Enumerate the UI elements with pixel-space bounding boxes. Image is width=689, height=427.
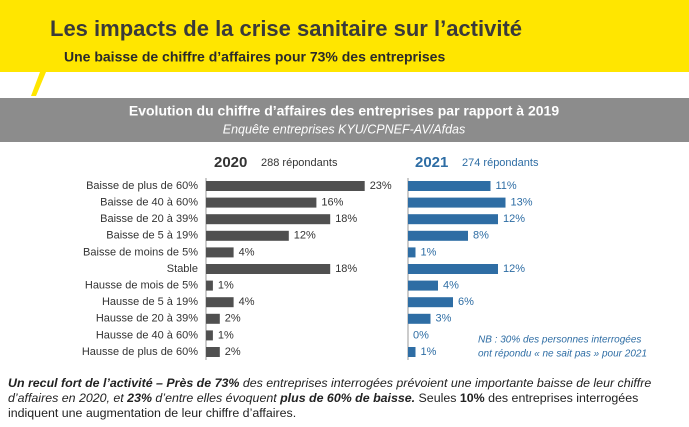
value-label: 4% (239, 296, 255, 308)
bar (206, 197, 317, 208)
value-label: 4% (443, 280, 459, 292)
bar (408, 264, 498, 274)
text: 23% (127, 391, 152, 405)
value-label: 2% (225, 313, 241, 325)
category-label: Hausse de plus de 60% (82, 346, 198, 358)
subtitle: Une baisse de chiffre d’affaires pour 73… (64, 49, 445, 65)
bar (206, 297, 234, 308)
value-label: 1% (218, 329, 234, 341)
bar (206, 181, 365, 191)
banner (0, 98, 689, 142)
category-label: Baisse de plus de 60% (86, 180, 198, 192)
bar (408, 214, 498, 225)
bar (408, 313, 431, 324)
value-label: 11% (496, 180, 517, 192)
bar (408, 297, 453, 308)
bar (408, 181, 491, 191)
chart-title: 2021 (415, 154, 448, 171)
note: NB : 30% des personnes interrogées (478, 335, 641, 346)
value-label: 6% (458, 296, 474, 308)
header-band (0, 0, 689, 72)
value-label: 18% (335, 263, 357, 275)
text: Un recul fort de l’activité – Près de 73… (8, 376, 240, 390)
banner-title: Evolution du chiffre d’affaires des entr… (129, 103, 559, 119)
value-label: 12% (503, 263, 525, 275)
bar (408, 247, 416, 258)
value-label: 18% (335, 213, 357, 225)
text: plus de 60% de baisse. (280, 391, 416, 405)
value-label: 1% (421, 246, 437, 258)
category-label: Hausse de 5 à 19% (102, 296, 198, 308)
category-label: Baisse de 20 à 39% (100, 213, 198, 225)
text: des entreprises interrogées indiquent un… (8, 391, 639, 420)
value-label: 12% (503, 213, 525, 225)
category-label: Baisse de moins de 5% (83, 246, 198, 258)
text: Seules (415, 391, 460, 405)
title: Les impacts de la crise sanitaire sur l’… (50, 16, 522, 41)
bar (206, 214, 331, 225)
value-label: 0% (413, 329, 429, 341)
bar (206, 230, 289, 241)
bar (206, 280, 213, 291)
bar (206, 264, 331, 274)
chart-title: 2020 (214, 154, 247, 171)
bar (206, 347, 220, 357)
bar (408, 280, 438, 291)
value-label: 2% (225, 346, 241, 358)
category-label: Baisse de 5 à 19% (106, 230, 198, 242)
chart-subtitle: 274 répondants (462, 157, 539, 169)
decor (31, 72, 46, 96)
value-label: 13% (511, 197, 533, 209)
text: 10% (459, 391, 485, 405)
bar (206, 247, 234, 258)
value-label: 1% (421, 346, 437, 358)
bar (408, 197, 506, 208)
category-label: Baisse de 40 à 60% (100, 197, 198, 209)
footer-text: Un recul fort de l’activité – Près de 73… (8, 376, 684, 421)
value-label: 23% (370, 180, 392, 192)
banner-subtitle: Enquête entreprises KYU/CPNEF-AV/Afdas (223, 122, 465, 136)
bar (206, 313, 220, 324)
category-label: Hausse de mois de 5% (85, 280, 198, 292)
chart-subtitle: 288 répondants (261, 157, 338, 169)
category-label: Hausse de 20 à 39% (96, 313, 198, 325)
text: d’entre elles évoquent (151, 391, 281, 405)
note: ont répondu « ne sait pas » pour 2021 (478, 349, 647, 360)
category-label: Stable (167, 263, 198, 275)
value-label: 8% (473, 230, 489, 242)
chart: Les impacts de la crise sanitaire sur l’… (0, 0, 689, 360)
bar (408, 230, 468, 241)
value-label: 4% (239, 246, 255, 258)
value-label: 12% (294, 230, 316, 242)
category-label: Hausse de 40 à 60% (96, 329, 198, 341)
value-label: 3% (436, 313, 452, 325)
bar (408, 347, 416, 357)
value-label: 1% (218, 280, 234, 292)
value-label: 16% (321, 197, 343, 209)
bar (206, 330, 213, 341)
text: des entreprises interrogées prévoient un… (8, 376, 652, 405)
